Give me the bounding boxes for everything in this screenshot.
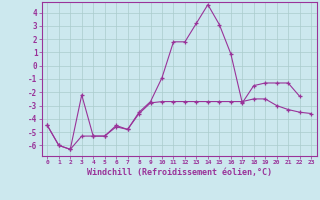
X-axis label: Windchill (Refroidissement éolien,°C): Windchill (Refroidissement éolien,°C) <box>87 168 272 177</box>
